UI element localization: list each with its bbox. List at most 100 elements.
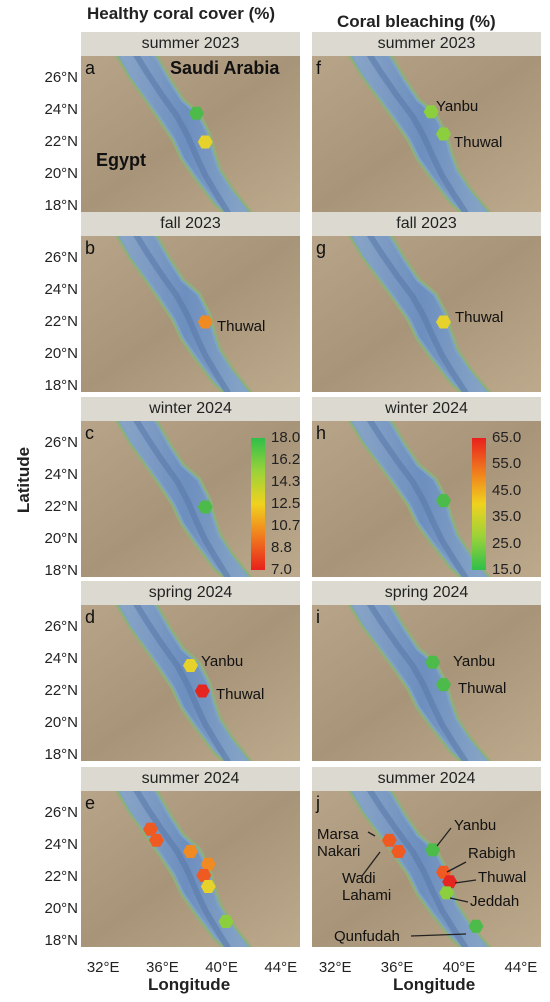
axial-trough xyxy=(133,421,231,577)
axial-trough xyxy=(366,236,469,392)
longitude-tick-label: 32°E xyxy=(86,959,120,976)
season-label-left-3: spring 2024 xyxy=(81,581,300,605)
survey-site-marker xyxy=(442,875,458,889)
longitude-tick-label: 44°E xyxy=(504,959,538,976)
panel-letter: h xyxy=(316,423,327,443)
axial-trough xyxy=(366,791,469,947)
saudi-arabia-label: Saudi Arabia xyxy=(170,58,280,78)
colorbar-tick-label: 35.0 xyxy=(492,508,522,526)
red-sea-map xyxy=(312,236,541,392)
latitude-tick-label: 20°N xyxy=(44,164,78,182)
place-label-thuwal: Thuwal xyxy=(216,686,265,703)
map-panel-c xyxy=(81,421,300,577)
place-label-nakari: Nakari xyxy=(317,843,361,860)
season-label-left-2: winter 2024 xyxy=(81,397,300,421)
colorbar-tick-label: 14.3 xyxy=(271,473,301,490)
panel-letter: b xyxy=(85,238,96,258)
axial-trough xyxy=(133,236,231,392)
place-label-thuwal: Thuwal xyxy=(217,318,266,335)
season-label-left-4: summer 2024 xyxy=(81,767,300,791)
place-label-lahami: Lahami xyxy=(342,887,392,904)
axial-trough xyxy=(366,605,469,761)
place-label-yanbu: Yanbu xyxy=(453,653,496,670)
bleaching-colorbar xyxy=(472,438,486,570)
longitude-axis-title-right: Longitude xyxy=(393,975,476,994)
latitude-tick-label: 26°N xyxy=(44,434,78,452)
colorbar-tick-label: 18.0 xyxy=(271,429,301,446)
map-panel-j xyxy=(312,791,541,947)
latitude-tick-label: 24°N xyxy=(44,836,78,854)
place-label-jeddah: Jeddah xyxy=(470,893,520,910)
red-sea-map xyxy=(312,421,541,577)
survey-site-marker xyxy=(218,915,234,928)
latitude-tick-label: 24°N xyxy=(44,281,78,299)
latitude-tick-label: 22°N xyxy=(44,497,78,515)
healthy-cover-column-title: Healthy coral cover (%) xyxy=(87,4,276,23)
axial-trough xyxy=(133,56,231,212)
red-sea-map xyxy=(81,605,300,761)
panel-letter: a xyxy=(85,58,96,78)
survey-site-marker xyxy=(468,919,484,933)
colorbar-tick-label: 12.5 xyxy=(271,495,301,512)
latitude-tick-label: 20°N xyxy=(44,899,78,917)
survey-site-marker xyxy=(391,845,407,858)
latitude-tick-label: 24°N xyxy=(44,466,78,484)
place-label-rabigh: Rabigh xyxy=(468,845,516,862)
map-panel-g xyxy=(312,236,541,392)
panel-letter: i xyxy=(316,607,320,627)
season-label-right-0: summer 2023 xyxy=(312,32,541,56)
panel-letter: g xyxy=(316,238,327,258)
longitude-tick-label: 40°E xyxy=(442,959,476,976)
latitude-tick-label: 18°N xyxy=(44,745,78,763)
red-sea-map xyxy=(81,56,300,212)
red-sea-map xyxy=(312,605,541,761)
latitude-tick-label: 22°N xyxy=(44,867,78,885)
survey-site-marker xyxy=(436,678,451,692)
map-panel-d xyxy=(81,605,300,761)
latitude-tick-label: 18°N xyxy=(44,561,78,579)
red-sea-map xyxy=(81,421,300,577)
red-sea-map xyxy=(312,56,541,212)
latitude-tick-label: 24°N xyxy=(44,101,78,119)
survey-site-marker xyxy=(423,105,439,119)
place-label-thuwal: Thuwal xyxy=(478,869,527,886)
survey-site-marker xyxy=(188,106,204,120)
map-panel-f xyxy=(312,56,541,212)
panel-letter: f xyxy=(316,58,322,78)
season-label-left-1: fall 2023 xyxy=(81,212,300,236)
place-label-thuwal: Thuwal xyxy=(455,309,504,326)
latitude-tick-label: 26°N xyxy=(44,618,78,636)
latitude-tick-label: 20°N xyxy=(44,713,78,731)
survey-site-marker xyxy=(425,655,441,669)
survey-site-marker xyxy=(183,659,198,672)
red-sea-map xyxy=(81,791,300,947)
latitude-tick-label: 18°N xyxy=(44,196,78,214)
longitude-tick-label: 36°E xyxy=(380,959,414,976)
latitude-tick-label: 20°N xyxy=(44,529,78,547)
colorbar-tick-label: 8.8 xyxy=(271,539,292,556)
season-label-right-3: spring 2024 xyxy=(312,581,541,605)
longitude-axis-title-left: Longitude xyxy=(148,975,231,994)
survey-site-marker xyxy=(197,500,213,514)
latitude-tick-label: 24°N xyxy=(44,650,78,668)
latitude-tick-label: 22°N xyxy=(44,132,78,150)
latitude-tick-label: 26°N xyxy=(44,249,78,267)
map-panel-e xyxy=(81,791,300,947)
survey-site-marker xyxy=(196,868,212,882)
survey-site-marker xyxy=(425,843,441,857)
colorbar-tick-label: 10.7 xyxy=(271,517,301,534)
season-label-right-1: fall 2023 xyxy=(312,212,541,236)
red-sea-map xyxy=(312,791,541,947)
latitude-tick-label: 22°N xyxy=(44,681,78,699)
place-label-yanbu: Yanbu xyxy=(436,98,479,115)
place-label-thuwal: Thuwal xyxy=(454,134,503,151)
survey-site-marker xyxy=(197,135,213,149)
map-panel-i xyxy=(312,605,541,761)
map-panel-b xyxy=(81,236,300,392)
survey-site-marker xyxy=(439,886,455,900)
place-label-wadi: Wadi xyxy=(342,870,376,887)
survey-site-marker xyxy=(194,684,210,698)
red-sea-map xyxy=(81,236,300,392)
colorbar-tick-label: 7.0 xyxy=(271,561,292,578)
survey-site-marker xyxy=(436,315,451,329)
